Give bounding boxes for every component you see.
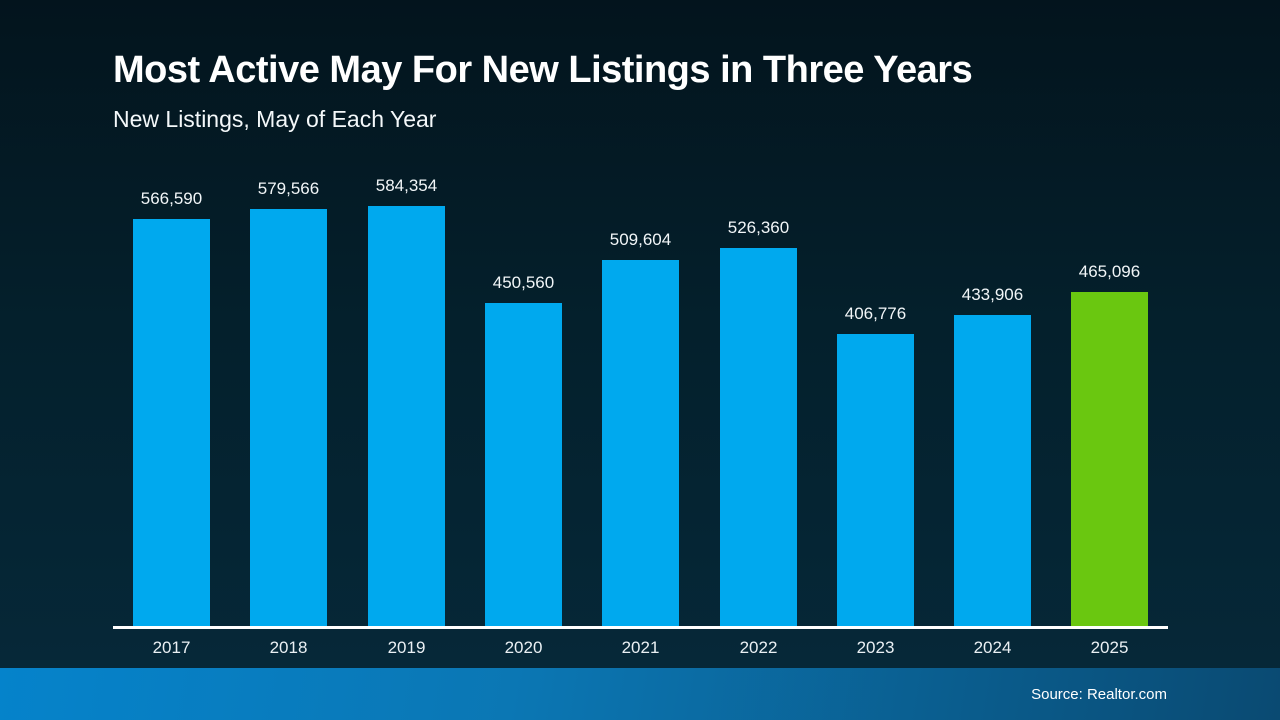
bar-2018 [250, 209, 327, 628]
chart-subtitle: New Listings, May of Each Year [113, 106, 437, 132]
bar-value-label-2025: 465,096 [1078, 262, 1141, 281]
x-axis-tick-label-2023: 2023 [856, 638, 895, 657]
bar-2020 [485, 303, 562, 628]
bar-2019 [368, 206, 445, 628]
bar-value-label-2024: 433,906 [961, 285, 1024, 304]
bar-2017 [133, 219, 210, 628]
bar-value-label-2018: 579,566 [257, 179, 320, 198]
bar-value-label-2022: 526,360 [727, 218, 790, 237]
bar-2021 [602, 260, 679, 628]
x-axis-tick-label-2024: 2024 [973, 638, 1012, 657]
x-axis-tick-label-2020: 2020 [504, 638, 543, 657]
x-axis-tick-label-2021: 2021 [621, 638, 660, 657]
x-axis-tick-label-2022: 2022 [739, 638, 778, 657]
x-axis-line [113, 626, 1168, 629]
bar-value-label-2017: 566,590 [140, 189, 203, 208]
bar-value-label-2023: 406,776 [844, 304, 907, 323]
x-axis-tick-label-2017: 2017 [152, 638, 191, 657]
bar-2024 [954, 315, 1031, 628]
bar-value-label-2020: 450,560 [492, 273, 555, 292]
bar-value-label-2021: 509,604 [609, 230, 672, 249]
bar-2022 [720, 248, 797, 628]
bar-2025 [1071, 292, 1148, 628]
x-axis-tick-label-2019: 2019 [387, 638, 426, 657]
chart-title: Most Active May For New Listings in Thre… [113, 49, 973, 91]
bar-value-label-2019: 584,354 [375, 176, 438, 195]
x-axis-tick-label-2025: 2025 [1090, 638, 1129, 657]
footer-bar: Source: Realtor.com [0, 668, 1280, 720]
source-attribution: Source: Realtor.com [1031, 685, 1167, 703]
bar-2023 [837, 334, 914, 628]
x-axis-tick-label-2018: 2018 [269, 638, 308, 657]
